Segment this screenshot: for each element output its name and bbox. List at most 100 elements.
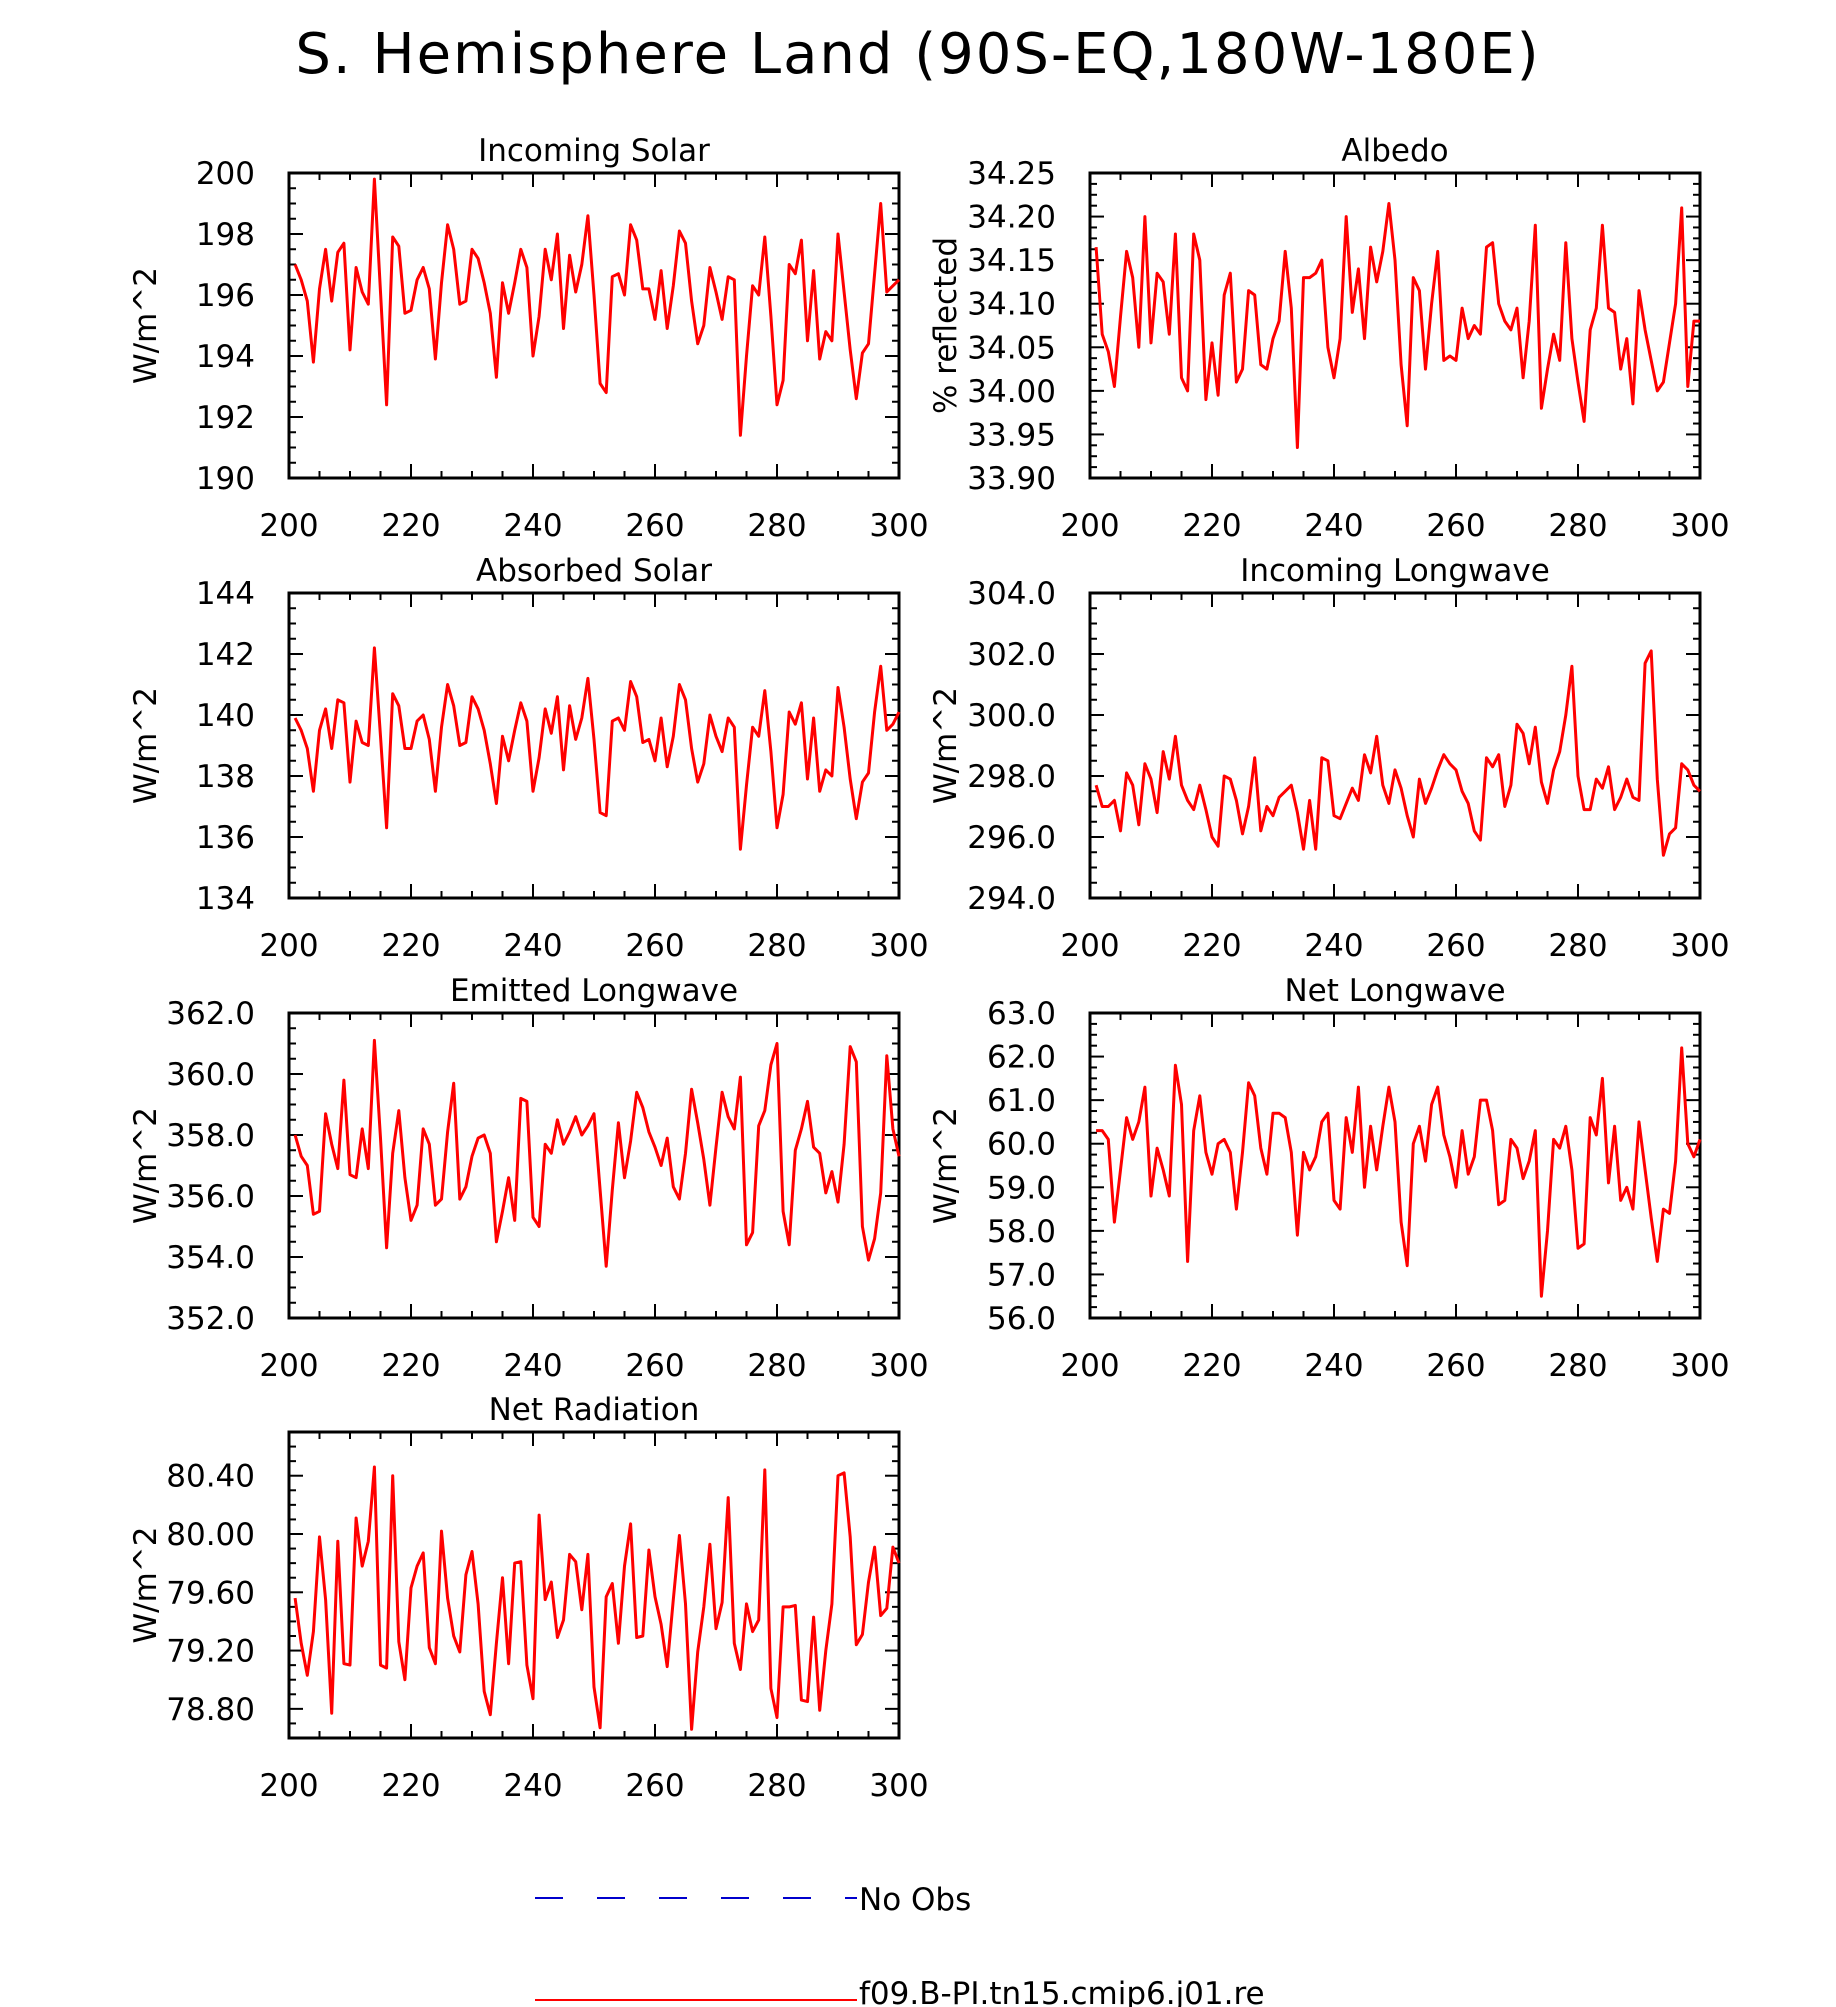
y-tick-label: 200 [196, 156, 255, 192]
x-tick-label: 280 [1548, 928, 1607, 964]
x-tick-label: 260 [625, 1348, 684, 1384]
x-tick-label: 260 [625, 928, 684, 964]
y-tick-label: 33.95 [967, 417, 1056, 453]
y-tick-label: 58.0 [987, 1214, 1056, 1250]
y-tick-label: 34.25 [967, 156, 1056, 192]
y-axis-label: W/m^2 [128, 267, 164, 384]
y-tick-label: 134 [196, 881, 255, 917]
y-tick-label: 300.0 [967, 698, 1056, 734]
panel-4: 200 220 240 260 280 300 352.0 354.0 356.0 358.0 36… [128, 973, 929, 1384]
y-tick-label: 63.0 [987, 996, 1056, 1032]
x-tick-label: 280 [747, 508, 806, 544]
panel-title: Emitted Longwave [450, 973, 738, 1009]
y-tick-label: 198 [196, 217, 255, 253]
y-tick-label: 34.15 [967, 243, 1056, 279]
y-tick-label: 138 [196, 759, 255, 795]
y-tick-label: 190 [196, 461, 255, 497]
x-tick-label: 300 [1670, 928, 1729, 964]
x-tick-label: 240 [1304, 1348, 1363, 1384]
y-tick-label: 80.40 [166, 1459, 255, 1495]
x-tick-label: 260 [1426, 1348, 1485, 1384]
y-tick-label: 57.0 [987, 1257, 1056, 1293]
x-tick-label: 280 [1548, 1348, 1607, 1384]
y-tick-label: 360.0 [166, 1057, 255, 1093]
legend-obs-label: No Obs [859, 1882, 971, 1918]
y-tick-label: 354.0 [166, 1240, 255, 1276]
plot-frame [1088, 591, 1702, 900]
panel-6: 200 220 240 260 280 300 78.80 79.20 79.60 80.00 80… [128, 1392, 929, 1804]
x-tick-label: 260 [625, 1768, 684, 1804]
x-tick-label: 200 [1060, 1348, 1119, 1384]
y-tick-label: 62.0 [987, 1040, 1056, 1076]
y-tick-label: 79.60 [166, 1575, 255, 1611]
y-tick-label: 140 [196, 698, 255, 734]
y-tick-label: 196 [196, 278, 255, 314]
panel-0: 200 220 240 260 280 300 190 192 194 196 198 200 Inco… [128, 133, 929, 544]
panel-5: 200 220 240 260 280 300 56.0 57.0 58.0 59.0 60.0 61… [928, 973, 1730, 1384]
x-tick-label: 300 [869, 1348, 928, 1384]
y-tick-label: 142 [196, 637, 255, 673]
y-tick-label: 78.80 [166, 1692, 255, 1728]
x-tick-label: 220 [381, 1768, 440, 1804]
plot-frame [1088, 171, 1702, 480]
series-line-0 [1094, 202, 1700, 449]
panel-3: 200 220 240 260 280 300 294.0 296.0 298.0 300.0 30… [928, 553, 1730, 964]
y-tick-label: 192 [196, 400, 255, 436]
y-tick-label: 298.0 [967, 759, 1056, 795]
panel-title: Incoming Solar [478, 133, 710, 169]
x-tick-label: 260 [625, 508, 684, 544]
x-tick-label: 240 [503, 508, 562, 544]
x-tick-label: 260 [1426, 508, 1485, 544]
y-tick-label: 80.00 [166, 1517, 255, 1553]
y-axis-label: W/m^2 [128, 1107, 164, 1224]
x-tick-label: 280 [747, 1348, 806, 1384]
x-tick-label: 280 [747, 928, 806, 964]
x-tick-label: 260 [1426, 928, 1485, 964]
y-axis-label: % reflected [928, 237, 964, 414]
y-tick-label: 352.0 [166, 1301, 255, 1337]
x-tick-label: 240 [503, 1768, 562, 1804]
x-tick-label: 240 [503, 1348, 562, 1384]
series-line-0 [293, 177, 901, 437]
x-tick-label: 240 [503, 928, 562, 964]
x-tick-label: 220 [381, 1348, 440, 1384]
y-tick-label: 60.0 [987, 1127, 1056, 1163]
panel-2: 200 220 240 260 280 300 134 136 138 140 142 144 Abso… [128, 553, 929, 964]
y-tick-label: 34.00 [967, 374, 1056, 410]
x-tick-label: 300 [869, 1768, 928, 1804]
y-tick-label: 358.0 [166, 1118, 255, 1154]
x-tick-label: 200 [259, 928, 318, 964]
series-line-0 [293, 1038, 901, 1268]
legend: No Obs f09.B-PI.tn15.cmip6.j01.re [535, 1882, 1265, 2007]
x-tick-label: 300 [1670, 508, 1729, 544]
x-tick-label: 280 [1548, 508, 1607, 544]
y-tick-label: 302.0 [967, 637, 1056, 673]
x-tick-label: 200 [1060, 508, 1119, 544]
y-tick-label: 294.0 [967, 881, 1056, 917]
y-tick-label: 34.05 [967, 330, 1056, 366]
y-tick-label: 33.90 [967, 461, 1056, 497]
x-tick-label: 240 [1304, 928, 1363, 964]
y-tick-label: 304.0 [967, 576, 1056, 612]
x-tick-label: 300 [869, 508, 928, 544]
x-tick-label: 240 [1304, 508, 1363, 544]
x-tick-label: 200 [1060, 928, 1119, 964]
x-tick-label: 200 [259, 1348, 318, 1384]
y-tick-label: 362.0 [166, 996, 255, 1032]
panel-title: Albedo [1341, 133, 1448, 169]
y-axis-label: W/m^2 [128, 687, 164, 804]
series-line-0 [1094, 649, 1702, 857]
x-tick-label: 280 [747, 1768, 806, 1804]
y-axis-label: W/m^2 [128, 1527, 164, 1644]
x-tick-label: 300 [1670, 1348, 1729, 1384]
legend-model-label: f09.B-PI.tn15.cmip6.j01.re [859, 1976, 1265, 2007]
y-axis-label: W/m^2 [928, 1107, 964, 1224]
y-tick-label: 296.0 [967, 820, 1056, 856]
y-tick-label: 79.20 [166, 1634, 255, 1670]
y-axis-label: W/m^2 [928, 687, 964, 804]
panel-title: Absorbed Solar [476, 553, 712, 589]
panel-title: Net Longwave [1284, 973, 1505, 1009]
y-tick-label: 194 [196, 339, 255, 375]
y-tick-label: 59.0 [987, 1170, 1056, 1206]
